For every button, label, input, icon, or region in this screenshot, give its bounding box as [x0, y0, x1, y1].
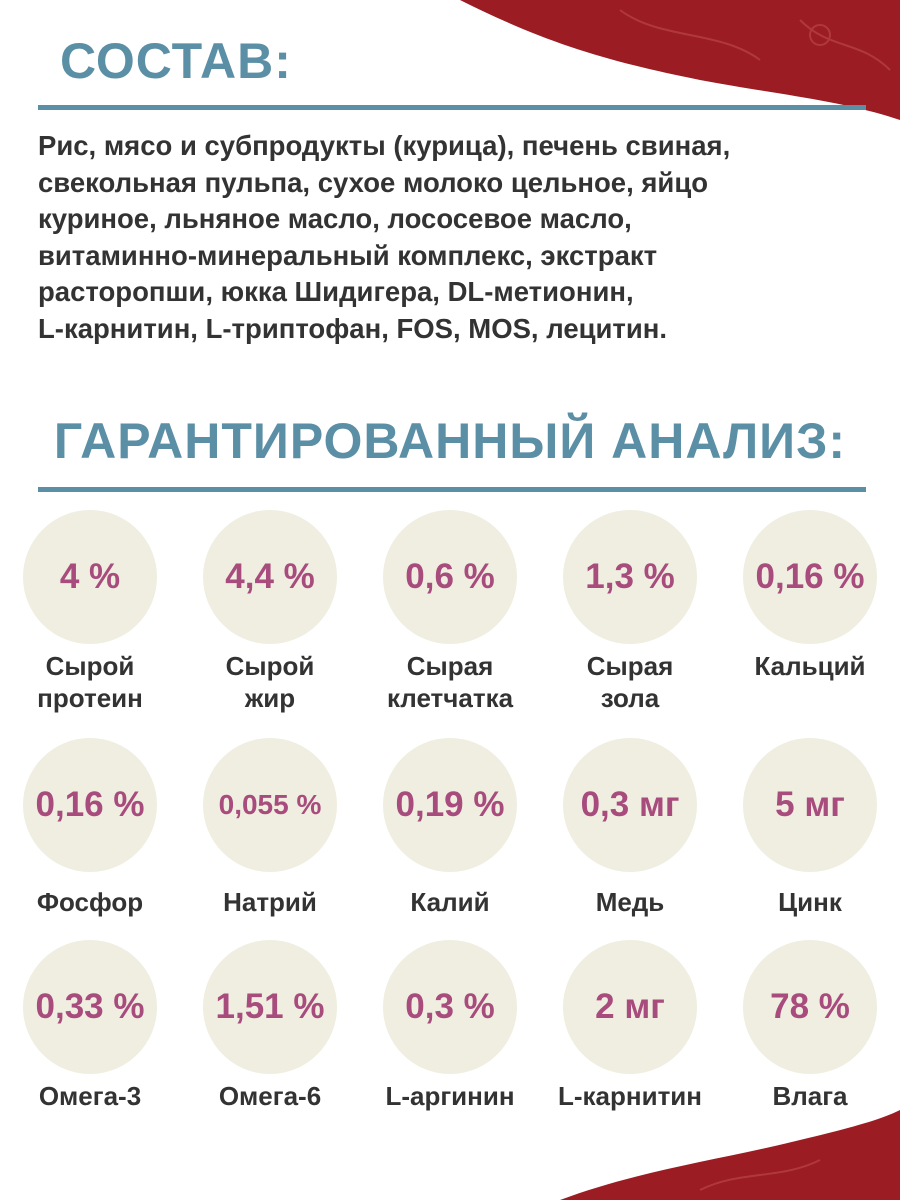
nutrient-circle: 0,16 %: [743, 510, 877, 644]
composition-line: куриное, льняное масло, лососевое масло,: [38, 203, 632, 234]
composition-line: Рис, мясо и субпродукты (курица), печень…: [38, 130, 731, 161]
nutrient-label: Натрий: [223, 887, 317, 917]
nutrient-value: 1,3 %: [585, 557, 675, 596]
nutrient-label: Цинк: [778, 887, 842, 917]
nutrient-circle: 78 %: [743, 940, 877, 1074]
composition-title: СОСТАВ:: [60, 33, 292, 89]
composition-line: витаминно-минеральный комплекс, экстракт: [38, 239, 658, 271]
nutrient-value: 0,3 мг: [580, 785, 680, 824]
nutrient-value: 0,3 %: [405, 987, 495, 1026]
composition-line: свекольная пульпа, сухое молоко цельное,…: [38, 166, 709, 198]
nutrient-circle: 0,16 %: [23, 738, 157, 872]
nutrient-circle: 1,3 %: [563, 510, 697, 644]
analysis-title: ГАРАНТИРОВАННЫЙ АНАЛИЗ:: [53, 413, 847, 469]
nutrient-circle: 0,055 %: [203, 738, 337, 872]
nutrient-label: L-аргинин: [385, 1081, 515, 1111]
nutrient-circle: 5 мг: [743, 738, 877, 872]
composition-line: расторопши, юкка Шидигера, DL-метионин,: [38, 276, 634, 307]
nutrient-label: Сырая: [586, 651, 674, 681]
nutrient-circle: 4 %: [23, 510, 157, 644]
nutrient-value: 2 мг: [595, 987, 665, 1026]
nutrient-value: 0,16 %: [35, 785, 145, 824]
nutrient-circle: 4,4 %: [203, 510, 337, 644]
nutrient-value: 0,19 %: [395, 785, 505, 824]
nutrient-value: 1,51 %: [215, 987, 325, 1026]
composition-line: L-карнитин, L-триптофан, FOS, MOS, лецит…: [38, 312, 668, 344]
nutrient-circle: 2 мг: [563, 940, 697, 1074]
nutrient-value: 4 %: [59, 557, 121, 596]
nutrient-label: Кальций: [754, 651, 866, 681]
nutrient-label: Влага: [772, 1081, 848, 1111]
nutrient-label: Фосфор: [36, 887, 144, 917]
nutrient-label: Сырая: [406, 651, 494, 681]
nutrient-circle: 0,19 %: [383, 738, 517, 872]
nutrient-circle: 0,6 %: [383, 510, 517, 644]
nutrient-value: 4,4 %: [225, 557, 315, 596]
nutrient-label: Калий: [410, 887, 490, 917]
nutrient-value: 5 мг: [775, 785, 845, 824]
nutrient-label: Сырой: [45, 651, 135, 681]
nutrient-label: L-карнитин: [557, 1081, 702, 1111]
nutrient-label: протеин: [37, 683, 143, 713]
nutrient-label: Омега-3: [38, 1081, 142, 1111]
nutrient-label: Сырой: [225, 651, 315, 681]
nutrient-value: 0,16 %: [755, 557, 865, 596]
nutrient-label: Медь: [595, 887, 665, 917]
nutrient-circle: 0,3 %: [383, 940, 517, 1074]
nutrient-circle: 1,51 %: [203, 940, 337, 1074]
nutrient-circle: 0,3 мг: [563, 738, 697, 872]
nutrient-value: 0,055 %: [218, 789, 322, 820]
nutrient-value: 0,33 %: [35, 987, 145, 1026]
divider: [38, 487, 866, 492]
nutrient-label: жир: [244, 683, 296, 713]
nutrient-label: Омега-6: [218, 1081, 322, 1111]
nutrient-value: 0,6 %: [405, 557, 495, 596]
nutrient-value: 78 %: [770, 987, 850, 1026]
nutrient-circle: 0,33 %: [23, 940, 157, 1074]
divider: [38, 105, 866, 110]
nutrient-label: клетчатка: [386, 683, 514, 713]
nutrient-label: зола: [600, 683, 660, 713]
